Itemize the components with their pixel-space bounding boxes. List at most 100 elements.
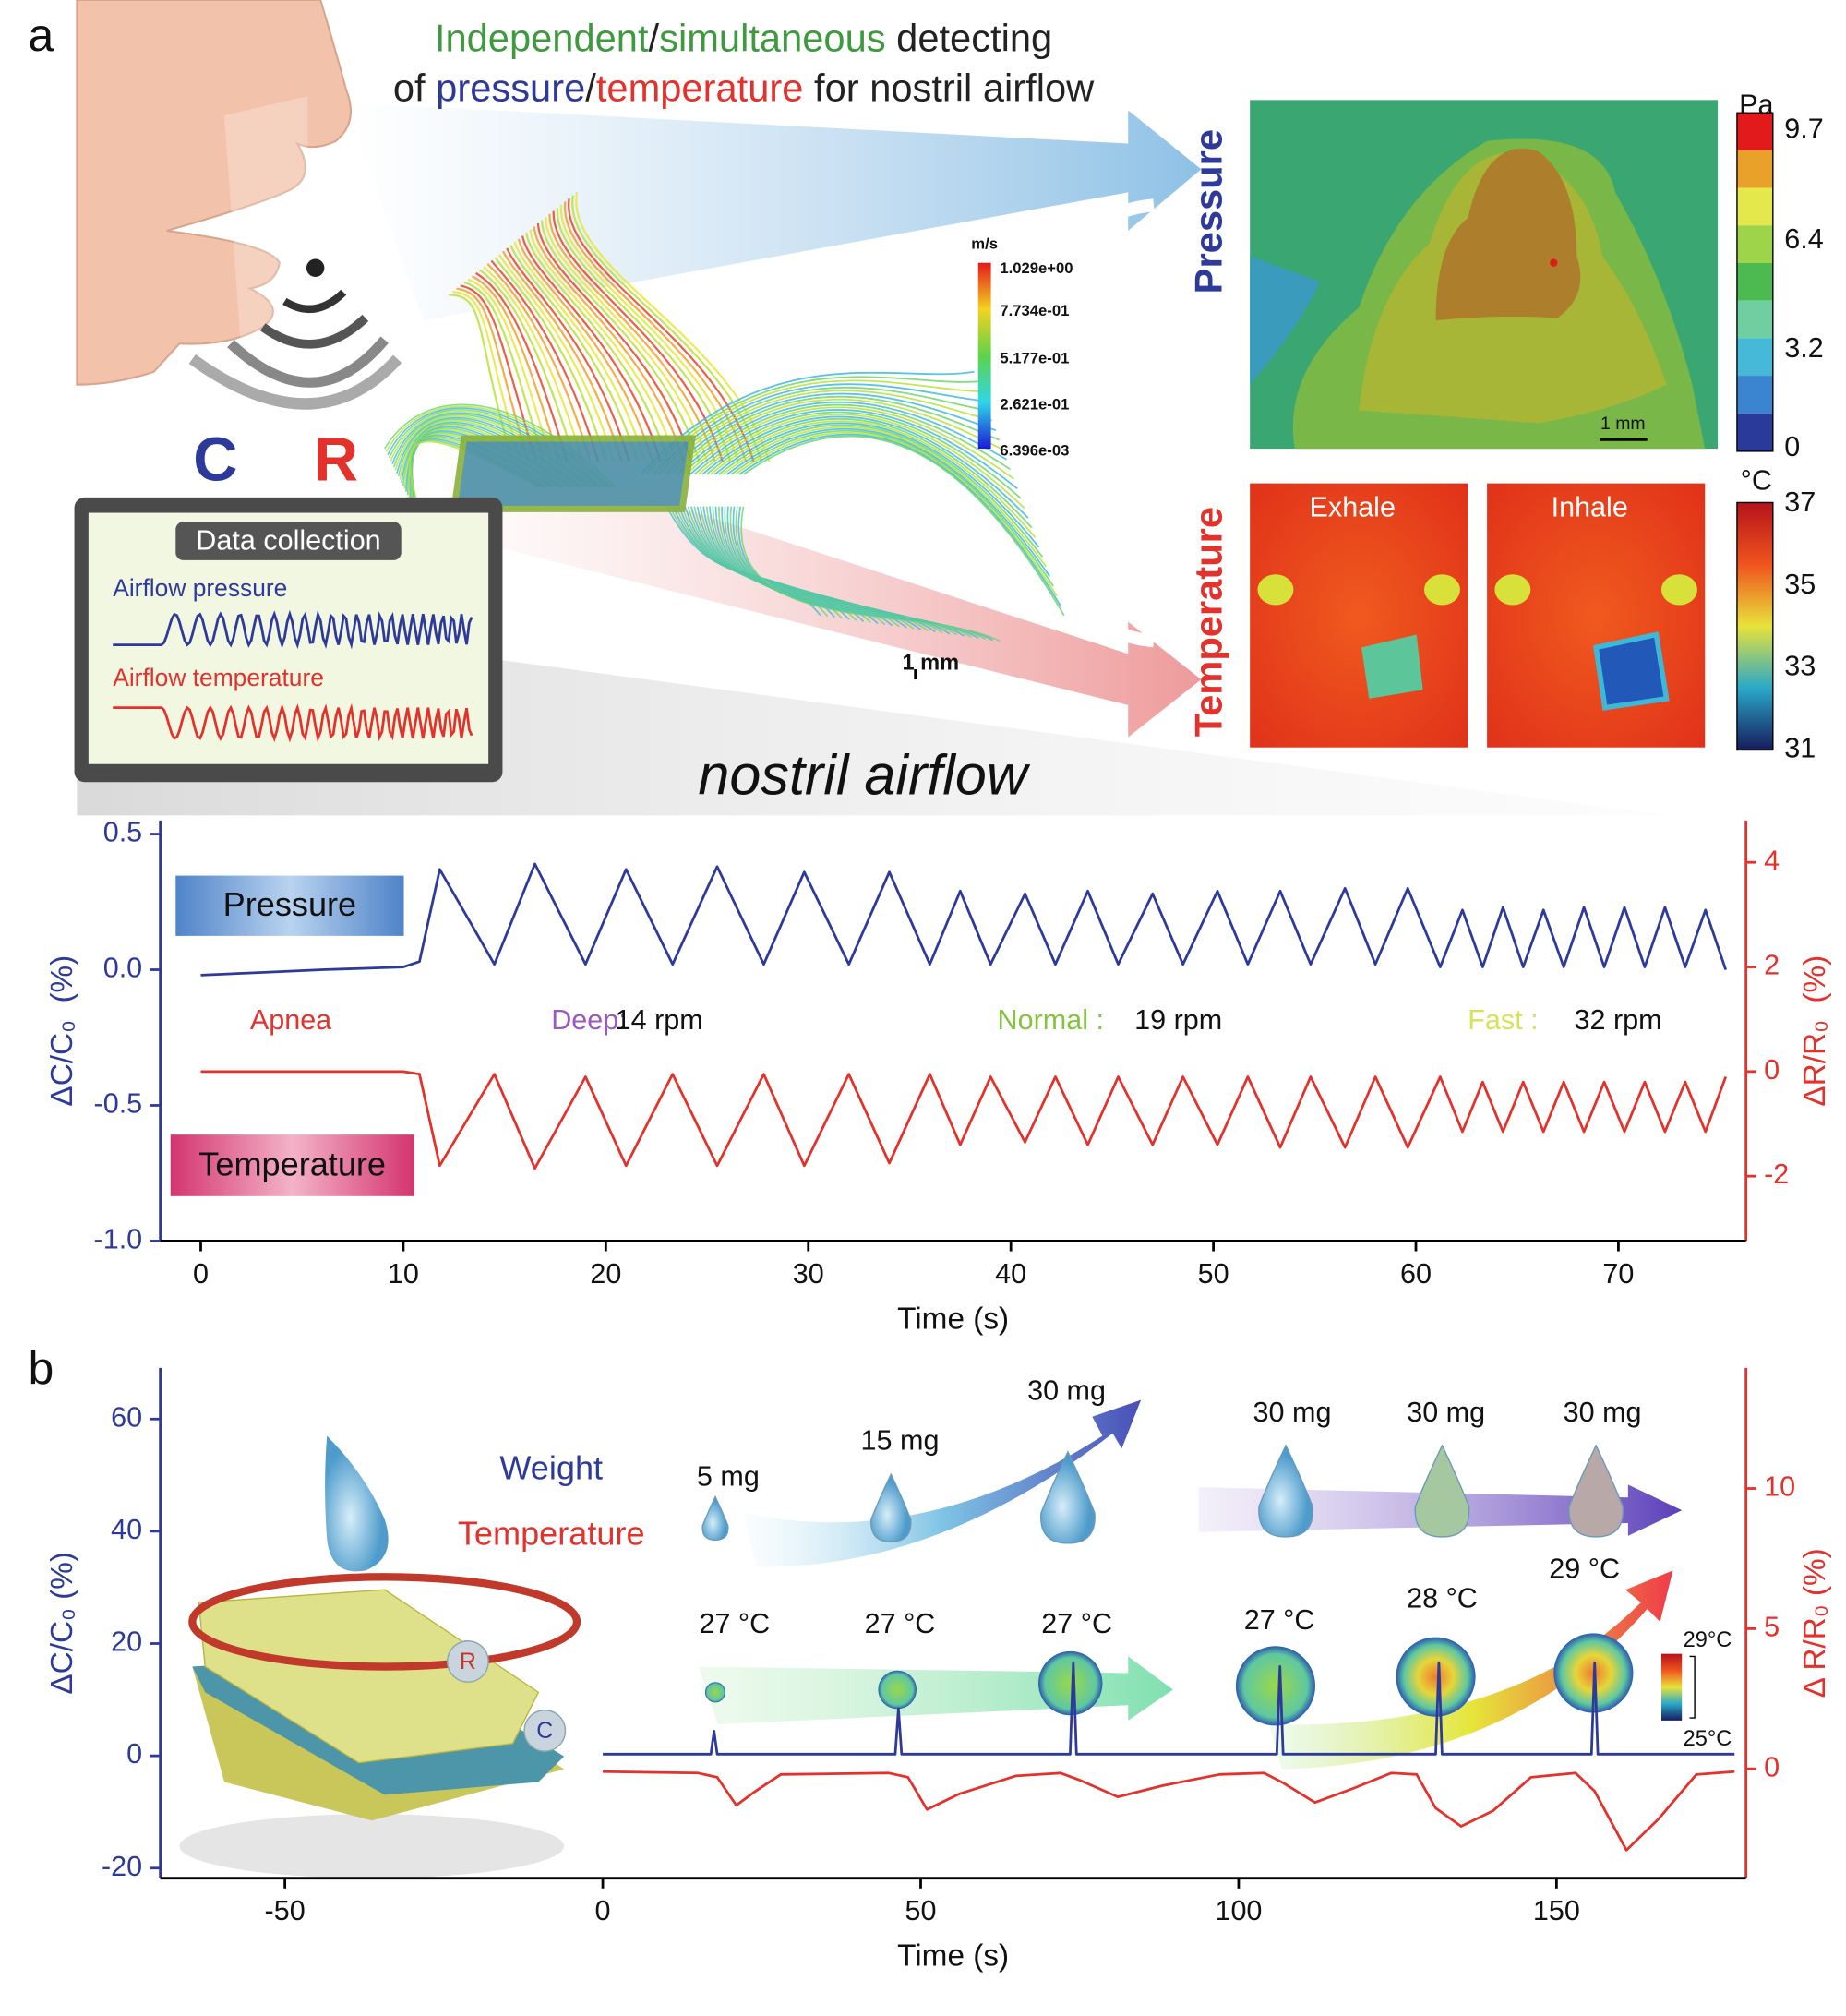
drop	[701, 1494, 729, 1542]
electrode-label: C	[536, 1718, 553, 1744]
colorbar-unit: Pa	[1739, 89, 1773, 120]
x-tick-label: 0	[595, 1895, 611, 1926]
streamline	[529, 229, 677, 462]
legend-label: Temperature	[458, 1514, 645, 1552]
y-axis-label: ΔC/C₀ (%)	[45, 1552, 79, 1695]
map-panel-label: Inhale	[1552, 491, 1628, 522]
streamline	[497, 254, 616, 462]
streamline	[517, 238, 654, 462]
monitor-wave	[113, 609, 473, 650]
colorbar-label: 35	[1784, 569, 1816, 600]
x-tick-label: 50	[1198, 1258, 1229, 1290]
streamline	[726, 427, 1050, 577]
pressure-arrow	[346, 102, 1202, 321]
y2-tick-label: 10	[1764, 1471, 1795, 1503]
annotation: 14 rpm	[616, 1004, 703, 1036]
streamline	[681, 403, 1011, 475]
drop	[1568, 1444, 1624, 1538]
colorbar-label: 31	[1784, 733, 1816, 764]
x-tick-label: 40	[995, 1258, 1026, 1290]
temp-arrow	[1268, 1570, 1673, 1770]
streamline	[548, 213, 716, 462]
temperature-label: 27 °C	[1244, 1604, 1315, 1636]
weight-label: 5 mg	[697, 1460, 760, 1492]
streamline	[475, 271, 569, 462]
x-tick-label: 150	[1533, 1895, 1580, 1926]
streamline	[665, 392, 997, 475]
colorbar-label: 29°C	[1684, 1628, 1732, 1652]
title-line: Independent/simultaneous detecting	[435, 16, 1052, 59]
x-tick-label: 30	[793, 1258, 824, 1290]
temperature-label: 27 °C	[1041, 1608, 1112, 1639]
legend-label: Temperature	[198, 1145, 386, 1182]
streamline	[483, 266, 584, 462]
colorbar-label: 9.7	[1784, 114, 1823, 145]
streamline	[545, 217, 709, 462]
streamline	[479, 269, 576, 462]
nose-beam	[224, 96, 308, 385]
series-line	[200, 1070, 1728, 1170]
colorbar-label: 6.4	[1784, 223, 1823, 255]
annotation: Normal :	[998, 1004, 1104, 1036]
y-tick-label: -20	[102, 1851, 142, 1882]
map-panel-label: Exhale	[1310, 491, 1396, 522]
legend-label: Pressure	[223, 885, 356, 923]
y2-tick-label: 0	[1764, 1054, 1780, 1086]
weight-label: 30 mg	[1253, 1397, 1332, 1428]
temperature-label: 28 °C	[1407, 1582, 1478, 1614]
streamline	[673, 398, 1004, 475]
title-part: detecting	[886, 16, 1053, 59]
colorbar-label: 7.734e-01	[1000, 302, 1069, 319]
streamline	[713, 422, 1040, 548]
sensor-label: C	[193, 426, 237, 494]
colorbar-label: 37	[1784, 486, 1816, 518]
heat-dot	[1235, 1646, 1315, 1726]
colorbar-label: 6.396e-03	[1000, 441, 1069, 459]
x-tick-label: 10	[388, 1258, 419, 1290]
drop	[1258, 1444, 1313, 1538]
thermal-spot	[1257, 574, 1294, 606]
series-line	[603, 1661, 1735, 1756]
streamline	[486, 262, 592, 462]
streamline	[677, 401, 1008, 475]
colorbar-frame	[1736, 112, 1774, 452]
streamline	[506, 247, 630, 462]
streamline	[710, 420, 1037, 538]
colorbar-label: 3.2	[1784, 332, 1823, 364]
weight-label: 30 mg	[1027, 1374, 1106, 1406]
weight-label: 15 mg	[861, 1425, 940, 1457]
streamline	[525, 232, 669, 462]
streamline	[521, 235, 662, 462]
y-tick-label: -1.0	[94, 1223, 143, 1254]
pressure-colorbar	[1736, 112, 1774, 452]
monitor-label: Airflow pressure	[113, 574, 287, 602]
thermal-spot	[1424, 574, 1460, 606]
y-tick-label: 0	[126, 1738, 142, 1770]
wave	[188, 354, 402, 410]
panel-label: a	[29, 9, 54, 61]
monitor-label: Airflow temperature	[113, 664, 324, 691]
colorbar-band	[1736, 113, 1773, 150]
dot-colorbar	[1660, 1653, 1683, 1721]
y2-axis-label: Δ R/R₀ (%)	[1798, 1548, 1832, 1698]
streamline	[456, 287, 530, 462]
thermal-inhale	[1487, 483, 1706, 748]
colorbar-band	[1736, 376, 1773, 414]
wave	[259, 314, 369, 349]
weight-label: 30 mg	[1564, 1397, 1642, 1428]
streamline	[644, 376, 978, 475]
colorbar-band	[1736, 225, 1773, 263]
streamline	[494, 257, 607, 462]
heat-dot	[878, 1670, 917, 1710]
electrode	[447, 1640, 489, 1683]
streamline	[701, 415, 1029, 519]
colorbar-label: 25°C	[1684, 1727, 1732, 1751]
face	[76, 0, 352, 386]
streamline	[490, 259, 600, 462]
streamline	[648, 379, 982, 475]
streamline	[653, 383, 986, 475]
streamline	[661, 390, 993, 475]
drop	[1414, 1444, 1470, 1538]
heat-dot	[1037, 1650, 1103, 1716]
scale-bar-label: 1 mm	[902, 652, 959, 676]
